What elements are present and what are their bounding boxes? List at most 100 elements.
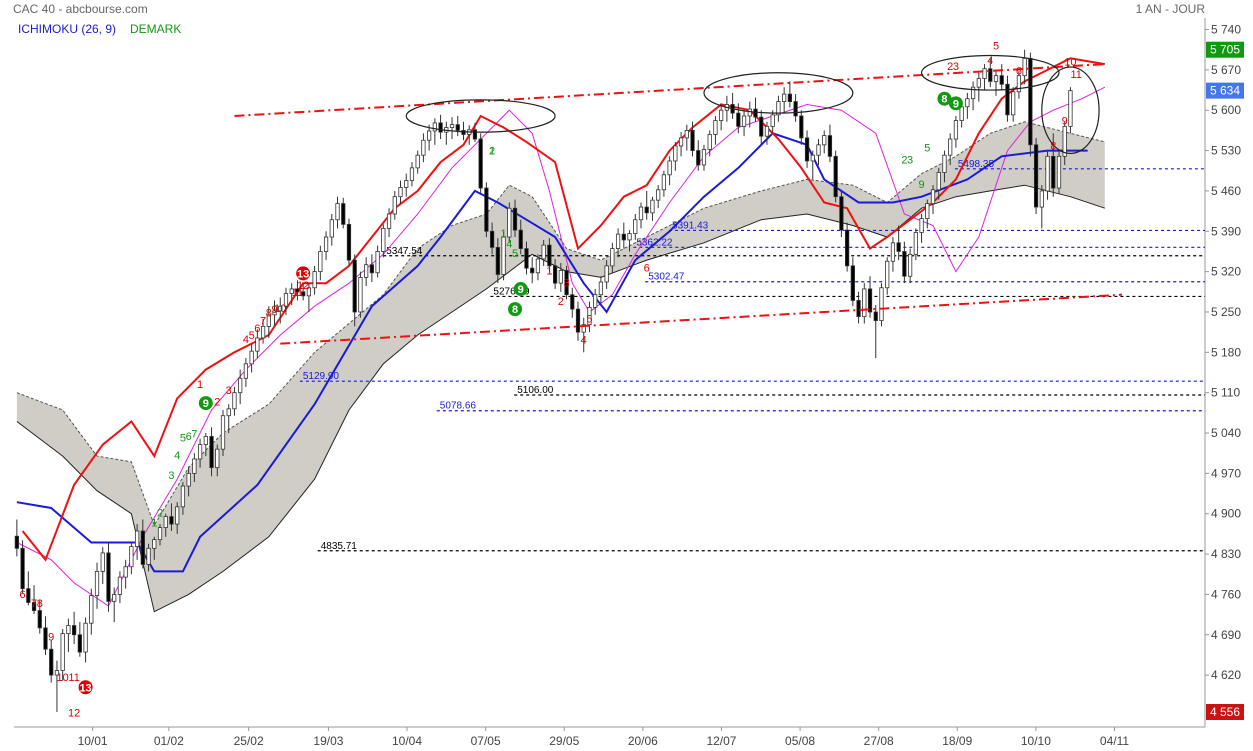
candle	[907, 248, 913, 284]
candle	[392, 190, 397, 220]
candle-body	[696, 150, 701, 166]
candle	[323, 231, 329, 261]
candle	[140, 519, 145, 569]
candle	[656, 185, 661, 209]
candle	[134, 524, 140, 560]
candle	[993, 69, 999, 96]
last-price-tag-bg	[1206, 82, 1244, 99]
candle-body	[644, 206, 649, 214]
candle-body	[123, 566, 128, 578]
annotation-ellipse	[1041, 66, 1100, 155]
candle	[730, 92, 735, 119]
x-tick-label: 18/09	[942, 734, 972, 748]
candle-body	[146, 547, 151, 565]
candle	[701, 144, 707, 171]
candle-body	[970, 86, 976, 100]
demark-count: 3	[953, 61, 959, 73]
x-tick-label: 27/08	[864, 734, 894, 748]
demark-count: 3	[907, 154, 913, 166]
candle-body	[180, 485, 186, 508]
candle	[495, 238, 500, 284]
candle	[1062, 121, 1067, 165]
candle-body	[673, 145, 678, 162]
candle	[942, 150, 947, 183]
trendlines	[234, 63, 1123, 345]
candle-body	[100, 552, 105, 572]
candle-body	[816, 144, 821, 156]
candle	[192, 453, 197, 483]
support-resistance-levels: 5347.54 5276.99 5106.00 4835.71 5129.90 5078.…	[299, 159, 1205, 552]
candle-body	[867, 288, 873, 313]
demark-count: 9	[953, 98, 959, 110]
candle-body	[507, 207, 512, 238]
candle-body	[650, 199, 655, 214]
demark-circle	[296, 266, 311, 281]
demark-circle	[513, 281, 528, 296]
candle-body	[627, 233, 632, 241]
x-tick-label: 07/05	[471, 734, 501, 748]
candle	[129, 542, 134, 575]
candle-body	[787, 93, 792, 102]
candle-body	[249, 350, 254, 365]
candle	[976, 71, 981, 102]
x-tick-label: 05/08	[785, 734, 815, 748]
candle	[919, 213, 924, 243]
candle	[558, 262, 563, 292]
x-tick-label: 25/02	[234, 734, 264, 748]
level-label: 5276.99	[493, 286, 530, 297]
candle-body	[747, 108, 752, 117]
demark-count: 4	[506, 238, 512, 250]
candle-body	[535, 258, 541, 274]
demark-count: 9	[48, 632, 54, 644]
candle	[197, 438, 203, 468]
candle-body	[1028, 57, 1033, 146]
candle-body	[552, 265, 558, 284]
candle	[913, 228, 918, 261]
candle-body	[283, 293, 289, 307]
demark-count: 2	[157, 508, 163, 520]
candle	[822, 130, 827, 154]
candle-body	[335, 203, 340, 221]
candle	[953, 115, 959, 148]
candle	[1022, 49, 1027, 85]
demark-count: 13	[79, 682, 91, 694]
candle	[833, 150, 838, 203]
candle-body	[1033, 144, 1039, 208]
demark-count: 11	[292, 287, 303, 299]
candle	[60, 629, 65, 681]
candle	[415, 150, 420, 174]
candle-body	[306, 287, 312, 297]
candle-body	[83, 622, 88, 653]
level-label: 4835.71	[321, 541, 358, 552]
candle	[770, 110, 775, 134]
y-tick-label: 4 760	[1211, 587, 1241, 601]
candle-body	[478, 138, 483, 189]
candle-body	[719, 109, 724, 122]
candle-body	[570, 294, 575, 310]
candle-body	[793, 101, 798, 117]
demark-count: 5	[924, 143, 930, 155]
demark-count: 3	[563, 278, 569, 290]
candle	[678, 132, 684, 157]
candle-body	[799, 115, 804, 139]
y-tick-label: 5 530	[1211, 144, 1241, 158]
candle	[873, 305, 878, 359]
candle	[547, 238, 552, 272]
candle	[999, 64, 1004, 91]
demark-circle	[78, 680, 93, 695]
candle	[409, 162, 415, 187]
candle	[478, 133, 483, 194]
x-tick-label: 10/04	[392, 734, 422, 748]
candle-body	[20, 547, 25, 590]
demark-count: 5	[993, 41, 999, 53]
demark-count: 10	[57, 672, 69, 684]
candle-body	[169, 516, 174, 525]
candle-body	[197, 444, 203, 460]
candle	[799, 110, 804, 145]
annotation-ellipse	[920, 54, 1060, 91]
candle	[839, 189, 844, 238]
y-tick-label: 4 620	[1211, 668, 1241, 682]
period-label[interactable]: 1 AN - JOUR	[1135, 2, 1205, 16]
candle	[100, 547, 105, 585]
